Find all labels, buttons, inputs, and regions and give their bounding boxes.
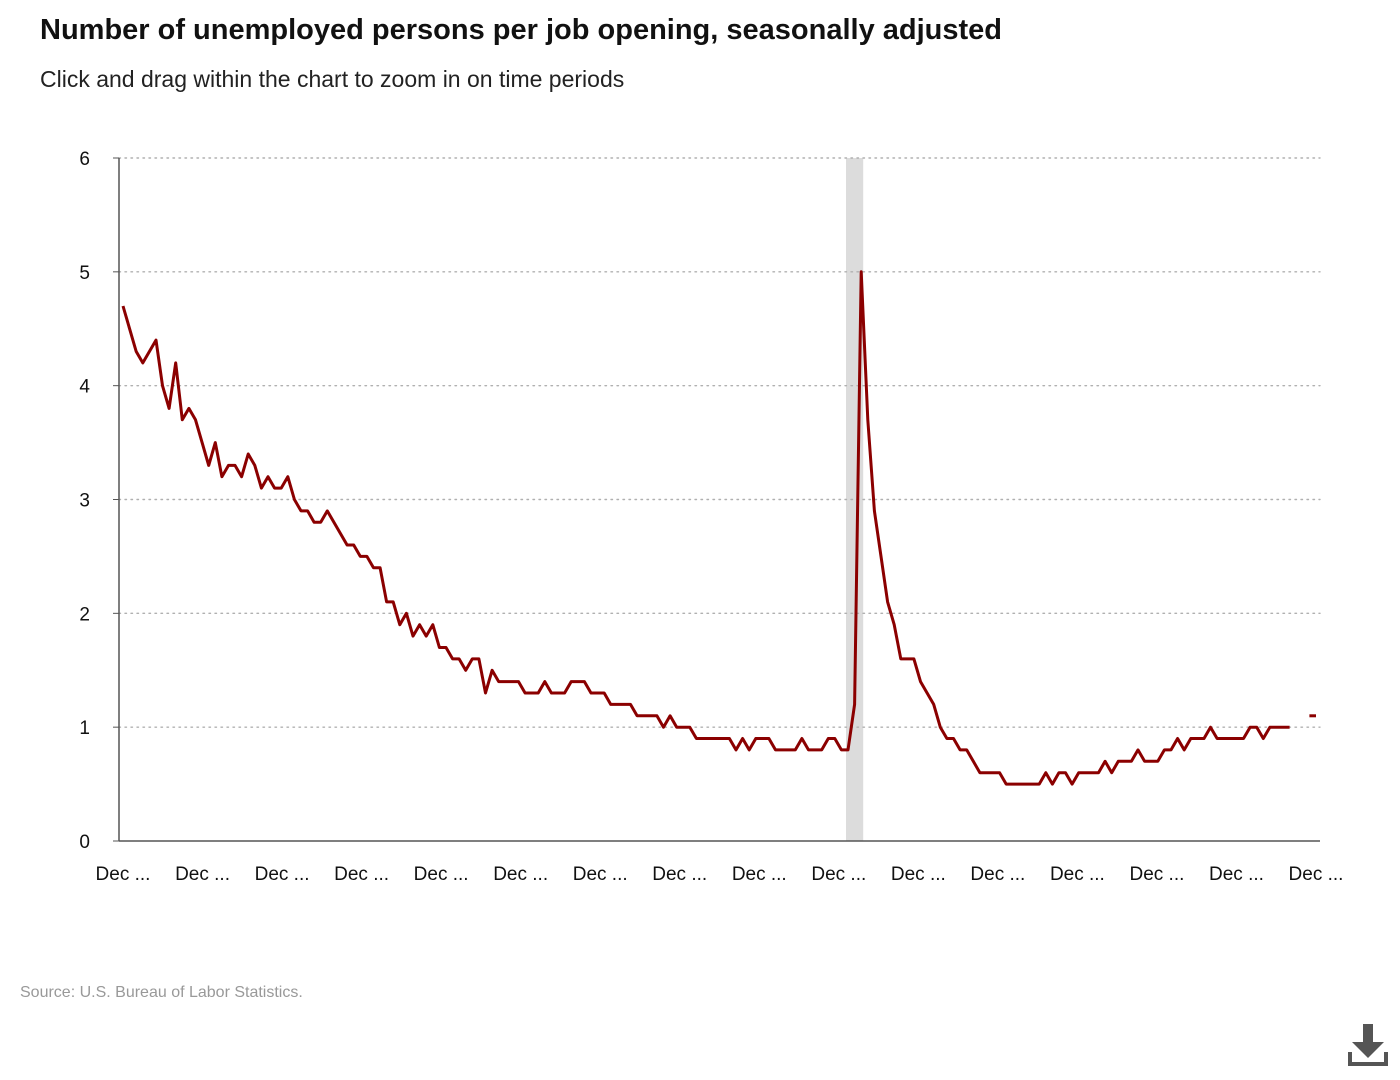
y-tick-label: 2	[79, 604, 90, 625]
x-tick-label: Dec ...	[652, 864, 707, 885]
x-tick-label: Dec ...	[1129, 864, 1184, 885]
y-tick-label: 0	[79, 832, 90, 853]
x-tick-label: Dec ...	[1289, 864, 1344, 885]
x-tick-label: Dec ...	[1209, 864, 1264, 885]
y-tick-label: 4	[79, 377, 90, 398]
chart-area[interactable]: 0 1 2 3 4 5 6 Dec ... Dec ... Dec ... Dec ... Dec .…	[0, 120, 1400, 920]
chart-subtitle: Click and drag within the chart to zoom …	[40, 66, 625, 92]
series-line	[121, 270, 1290, 786]
x-tick-label: Dec ...	[334, 864, 389, 885]
chart-title: Number of unemployed persons per job ope…	[40, 14, 1002, 46]
download-icon[interactable]	[1346, 1022, 1390, 1068]
y-tick-label: 5	[79, 263, 90, 284]
line-chart[interactable]: 0 1 2 3 4 5 6 Dec ... Dec ... Dec ... Dec ... Dec .…	[0, 120, 1400, 920]
x-tick-label: Dec ...	[493, 864, 548, 885]
x-tick-label: Dec ...	[811, 864, 866, 885]
x-tick-label: Dec ...	[1050, 864, 1105, 885]
download-arrow-icon	[1348, 1024, 1388, 1066]
y-tick-label: 1	[79, 718, 90, 739]
x-tick-label: Dec ...	[414, 864, 469, 885]
x-tick-label: Dec ...	[175, 864, 230, 885]
x-tick-label: Dec ...	[573, 864, 628, 885]
source-note: Source: U.S. Bureau of Labor Statistics.	[20, 984, 303, 1001]
x-tick-label: Dec ...	[891, 864, 946, 885]
y-tick-label: 6	[79, 149, 90, 170]
x-tick-label: Dec ...	[96, 864, 151, 885]
y-tick-label: 3	[79, 491, 90, 512]
x-tick-label: Dec ...	[255, 864, 310, 885]
x-tick-label: Dec ...	[732, 864, 787, 885]
x-tick-label: Dec ...	[970, 864, 1025, 885]
